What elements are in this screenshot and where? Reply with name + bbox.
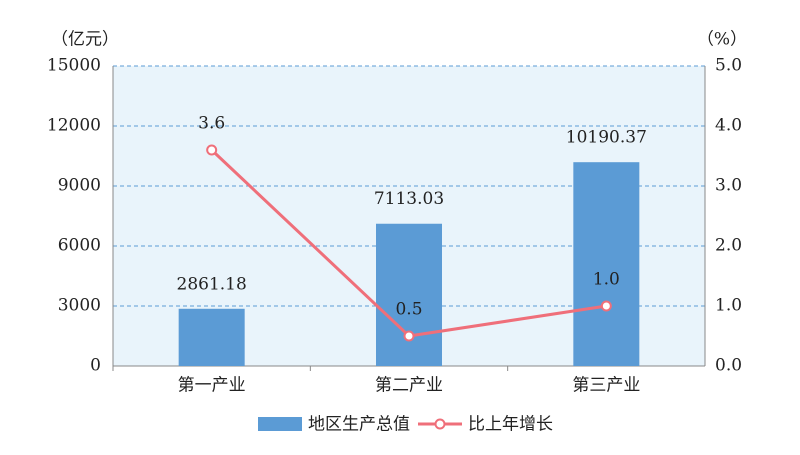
y-tick-label: 15000 xyxy=(47,56,101,76)
legend-label: 地区生产总值 xyxy=(308,415,410,435)
line-marker xyxy=(206,144,218,156)
x-tick-label: 第一产业 xyxy=(178,376,246,396)
bar-value-label: 7113.03 xyxy=(374,189,444,209)
line-marker xyxy=(403,330,415,342)
y2-tick-label: 5.0 xyxy=(715,56,742,76)
y2-axis-label: （%） xyxy=(697,30,747,50)
bar xyxy=(376,223,442,366)
y-tick-label: 9000 xyxy=(58,176,101,196)
y-tick-label: 6000 xyxy=(58,236,101,256)
line-marker xyxy=(600,300,612,312)
y-tick-label: 0 xyxy=(90,356,101,376)
y-tick-label: 3000 xyxy=(58,296,101,316)
bar xyxy=(573,162,640,366)
y-axis-label: （亿元） xyxy=(51,30,119,50)
legend-swatch xyxy=(434,418,446,430)
bar-value-label: 2861.18 xyxy=(177,274,247,294)
legend-label: 比上年增长 xyxy=(468,415,553,435)
y2-tick-label: 4.0 xyxy=(715,116,742,136)
y-tick-label: 12000 xyxy=(47,116,101,136)
line-value-label: 0.5 xyxy=(395,300,422,320)
line-value-label: 1.0 xyxy=(593,270,620,290)
legend-swatch xyxy=(258,417,302,431)
bar xyxy=(178,308,245,366)
x-tick-label: 第三产业 xyxy=(572,376,640,396)
x-tick-label: 第二产业 xyxy=(375,376,443,396)
y2-tick-label: 0.0 xyxy=(715,356,742,376)
y2-tick-label: 3.0 xyxy=(715,176,742,196)
y2-tick-label: 2.0 xyxy=(715,236,742,256)
line-value-label: 3.6 xyxy=(198,114,225,134)
bar-value-label: 10190.37 xyxy=(566,128,647,148)
y2-tick-label: 1.0 xyxy=(715,296,742,316)
